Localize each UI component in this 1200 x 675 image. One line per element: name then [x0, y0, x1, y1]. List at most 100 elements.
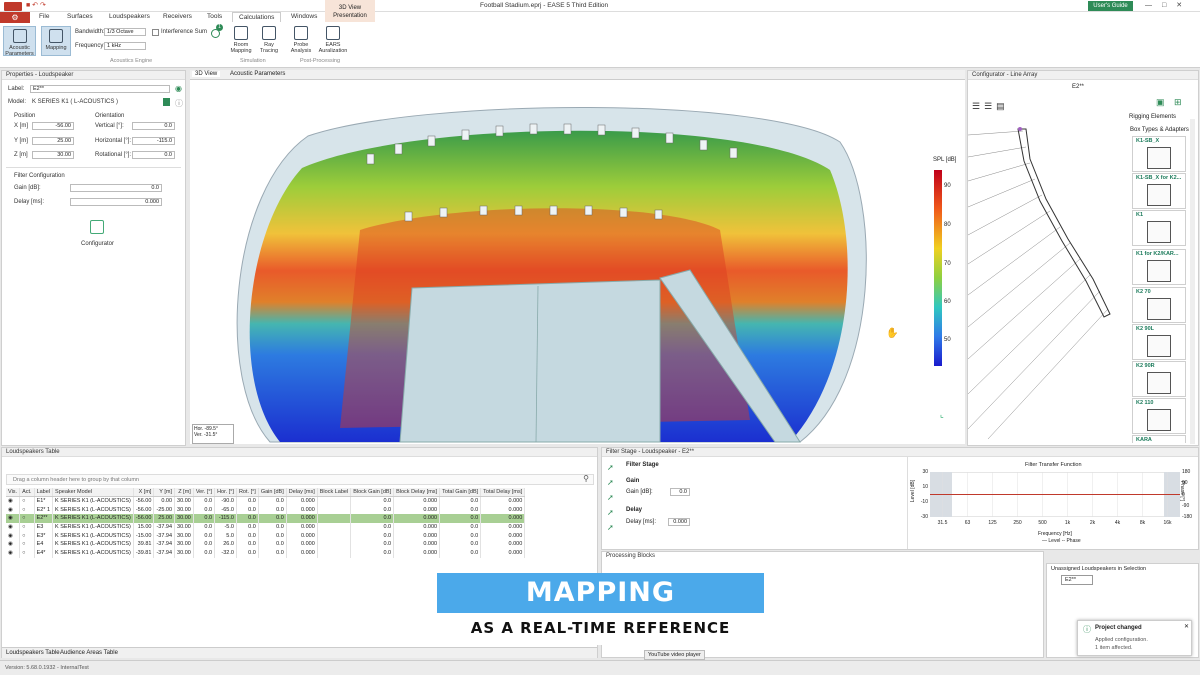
- context-tab-3dview[interactable]: 3D View Presentation: [325, 0, 375, 22]
- table-cell[interactable]: -25.00: [153, 505, 176, 515]
- col-vis[interactable]: Vis.: [6, 488, 21, 498]
- table-cell[interactable]: 0.000: [393, 514, 441, 523]
- table-cell[interactable]: 30.00: [174, 514, 194, 523]
- col-act[interactable]: Act.: [19, 488, 35, 498]
- table-cell[interactable]: 0.0: [193, 548, 216, 558]
- label-input[interactable]: E2**: [30, 85, 170, 93]
- fs-gain-input[interactable]: 0.0: [670, 488, 690, 496]
- table-cell[interactable]: 5.0: [214, 531, 237, 541]
- table-cell[interactable]: 30.00: [174, 496, 194, 506]
- table-cell[interactable]: 0.0: [236, 540, 259, 549]
- table-row[interactable]: ◉ ○ E1* K SERIES K1 (L-ACOUSTICS) -56.00 0.00…: [6, 496, 526, 506]
- table-cell[interactable]: -39.81: [133, 548, 155, 558]
- table-cell[interactable]: 0.000: [480, 496, 526, 506]
- table-cell[interactable]: -56.00: [133, 514, 155, 523]
- table-cell[interactable]: E2**: [34, 514, 54, 523]
- tab-acoustic-parameters[interactable]: Acoustic Parameters: [230, 71, 286, 77]
- table-cell[interactable]: 0.0: [258, 505, 287, 515]
- table-cell[interactable]: K SERIES K1 (L-ACOUSTICS): [52, 540, 134, 549]
- box-item-k1-sb-x-k2[interactable]: K1-SB_X for K2...: [1132, 173, 1186, 209]
- table-cell[interactable]: 0.0: [439, 514, 482, 523]
- table-cell[interactable]: [317, 548, 352, 558]
- table-cell[interactable]: 25.00: [153, 514, 176, 523]
- toolbar-icons[interactable]: ☰☰▤: [972, 101, 1009, 111]
- delay-input[interactable]: 0.000: [70, 198, 162, 206]
- configurator-icon[interactable]: [90, 220, 104, 234]
- col-block-gain[interactable]: Block Gain [dB]: [350, 488, 395, 498]
- table-cell[interactable]: 0.0: [193, 496, 216, 506]
- refresh-icon[interactable]: [211, 29, 220, 38]
- table-cell[interactable]: 0.000: [286, 522, 318, 532]
- active-toggle-icon[interactable]: ○: [19, 514, 35, 523]
- table-cell[interactable]: 0.000: [480, 531, 526, 541]
- table-cell[interactable]: [317, 496, 352, 506]
- active-toggle-icon[interactable]: ○: [19, 505, 35, 515]
- active-toggle-icon[interactable]: ○: [19, 540, 35, 549]
- table-cell[interactable]: 0.000: [480, 540, 526, 549]
- table-cell[interactable]: -15.00: [133, 531, 155, 541]
- table-cell[interactable]: 0.0: [258, 540, 287, 549]
- interference-checkbox[interactable]: [152, 29, 159, 36]
- table-cell[interactable]: 30.00: [174, 522, 194, 532]
- col-y[interactable]: Y [m]: [153, 488, 176, 498]
- mapping-button[interactable]: Mapping: [41, 26, 71, 56]
- table-cell[interactable]: 0.0: [193, 505, 216, 515]
- probe-analysis-button[interactable]: Probe Analysis: [288, 26, 314, 54]
- table-cell[interactable]: 15.00: [133, 522, 155, 532]
- table-cell[interactable]: 0.0: [439, 531, 482, 541]
- rotational-input[interactable]: 0.0: [132, 151, 175, 159]
- window-controls[interactable]: —□✕: [1145, 2, 1193, 9]
- tab-file[interactable]: File: [39, 13, 50, 20]
- table-cell[interactable]: 0.000: [393, 505, 441, 515]
- tab-windows[interactable]: Windows: [291, 13, 318, 20]
- table-cell[interactable]: 0.0: [193, 522, 216, 532]
- tab-surfaces[interactable]: Surfaces: [67, 13, 93, 20]
- table-cell[interactable]: 0.0: [350, 496, 395, 506]
- tab-loudspeakers-table[interactable]: Loudspeakers Table: [6, 650, 60, 656]
- fit-icon[interactable]: ▣: [1156, 97, 1165, 107]
- vertical-input[interactable]: 0.0: [132, 122, 175, 130]
- box-item-k1-sb-x[interactable]: K1-SB_X: [1132, 136, 1186, 172]
- add-icon[interactable]: ⊞: [1174, 97, 1182, 107]
- col-ver[interactable]: Ver. [°]: [193, 488, 216, 498]
- table-cell[interactable]: -5.0: [214, 522, 237, 532]
- table-cell[interactable]: K SERIES K1 (L-ACOUSTICS): [52, 522, 134, 532]
- table-cell[interactable]: K SERIES K1 (L-ACOUSTICS): [52, 548, 134, 558]
- box-item-k2-90l[interactable]: K2 90L: [1132, 324, 1186, 360]
- table-cell[interactable]: 0.0: [350, 505, 395, 515]
- table-cell[interactable]: 0.0: [439, 505, 482, 515]
- tab-tools[interactable]: Tools: [207, 13, 223, 20]
- table-cell[interactable]: K SERIES K1 (L-ACOUSTICS): [52, 531, 134, 541]
- col-model[interactable]: Speaker Model: [52, 488, 134, 498]
- table-cell[interactable]: 0.0: [236, 505, 259, 515]
- app-button[interactable]: ⚙: [0, 12, 30, 23]
- box-item-k1[interactable]: K1: [1132, 210, 1186, 246]
- table-cell[interactable]: E1*: [34, 496, 54, 506]
- table-cell[interactable]: 0.0: [350, 531, 395, 541]
- info-icon[interactable]: ⓘ: [175, 99, 183, 108]
- table-cell[interactable]: 0.0: [193, 514, 216, 523]
- table-cell[interactable]: 0.0: [258, 514, 287, 523]
- col-total-gain[interactable]: Total Gain [dB]: [439, 488, 482, 498]
- table-cell[interactable]: -37.94: [153, 548, 176, 558]
- box-types[interactable]: Box Types & Adapters: [1130, 127, 1189, 133]
- table-cell[interactable]: 0.000: [286, 531, 318, 541]
- table-cell[interactable]: K SERIES K1 (L-ACOUSTICS): [52, 514, 134, 523]
- table-cell[interactable]: 0.0: [439, 540, 482, 549]
- ray-tracing-button[interactable]: Ray Tracing: [257, 26, 281, 54]
- acoustic-parameters-button[interactable]: Acoustic Parameters: [3, 26, 36, 57]
- table-cell[interactable]: E4*: [34, 548, 54, 558]
- fs-delay-input[interactable]: 0.000: [668, 518, 690, 526]
- table-cell[interactable]: 0.000: [393, 540, 441, 549]
- table-cell[interactable]: 0.000: [393, 548, 441, 558]
- tab-calculations[interactable]: Calculations: [232, 12, 282, 22]
- table-cell[interactable]: 0.0: [236, 548, 259, 558]
- table-cell[interactable]: 0.0: [439, 522, 482, 532]
- table-cell[interactable]: 0.0: [258, 548, 287, 558]
- table-cell[interactable]: 0.0: [350, 522, 395, 532]
- table-cell[interactable]: 0.000: [286, 514, 318, 523]
- table-cell[interactable]: 0.0: [193, 540, 216, 549]
- table-cell[interactable]: 0.000: [286, 540, 318, 549]
- visibility-eye-icon[interactable]: ◉: [6, 548, 21, 558]
